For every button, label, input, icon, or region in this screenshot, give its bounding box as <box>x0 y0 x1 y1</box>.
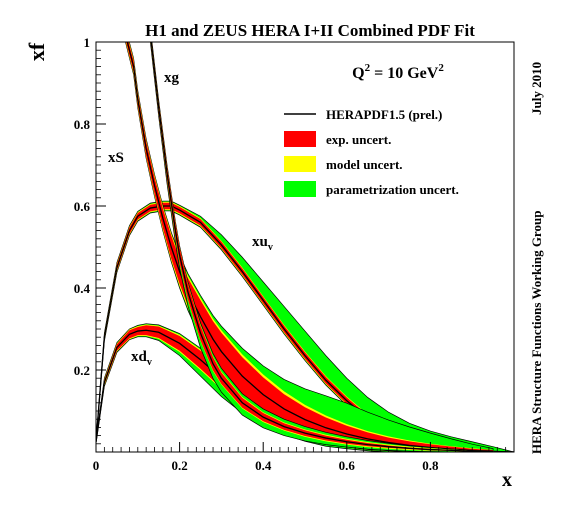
scale-label: Q2 = 10 GeV2 <box>352 62 444 82</box>
central-line <box>150 42 494 452</box>
legend: HERAPDF1.5 (prel.) exp. uncert. model unce… <box>284 107 459 197</box>
axis-ticks: 0 0.2 0.4 0.6 0.8 0.2 0.4 0.6 0.8 1 <box>74 35 507 473</box>
x-tick-label: 0.4 <box>255 458 272 473</box>
x-tick-label: 0.8 <box>422 458 439 473</box>
scale-unit-exp: 2 <box>438 62 444 74</box>
legend-swatch-box <box>284 156 316 172</box>
par-band <box>149 42 494 452</box>
model-band <box>150 42 494 452</box>
scale-q: Q <box>352 65 364 82</box>
series-label: xdv <box>131 349 152 368</box>
y-tick-label: 0.4 <box>74 281 91 296</box>
exp-band <box>150 42 494 452</box>
exp-band <box>96 325 514 452</box>
y-tick-label: 0.6 <box>74 199 91 214</box>
model-band <box>125 42 494 452</box>
legend-swatch-box <box>284 131 316 147</box>
legend-entry-label: HERAPDF1.5 (prel.) <box>326 107 442 122</box>
chart-title: H1 and ZEUS HERA I+II Combined PDF Fit <box>145 21 475 40</box>
y-tick-label: 0.8 <box>74 117 91 132</box>
series-label: xg <box>164 70 180 86</box>
central-line <box>126 42 494 452</box>
exp-band <box>126 42 494 452</box>
series-labels: xuv xdv xS xg <box>108 70 273 368</box>
legend-entry-label: model uncert. <box>326 157 403 172</box>
pdf-bands <box>96 42 514 452</box>
x-tick-label: 0.2 <box>171 458 187 473</box>
scale-eq: = 10 GeV <box>370 65 439 82</box>
series-xS <box>125 42 494 452</box>
series-xg <box>149 42 494 452</box>
legend-entry-label: parametrization uncert. <box>326 182 459 197</box>
x-tick-label: 0.6 <box>339 458 356 473</box>
x-axis-label: x <box>502 469 512 491</box>
x-tick-label: 0 <box>93 458 100 473</box>
date-note: July 2010 <box>529 62 544 115</box>
y-tick-label: 1 <box>84 35 91 50</box>
series-label: xuv <box>252 234 273 253</box>
par-band <box>125 42 494 452</box>
scale-q-exp: 2 <box>365 62 371 74</box>
legend-entry-label: exp. uncert. <box>326 132 391 147</box>
y-tick-label: 0.2 <box>74 363 90 378</box>
legend-swatch-box <box>284 181 316 197</box>
group-note: HERA Structure Functions Working Group <box>529 211 544 454</box>
y-axis-label: xf <box>24 42 49 61</box>
series-label: xS <box>108 150 124 166</box>
